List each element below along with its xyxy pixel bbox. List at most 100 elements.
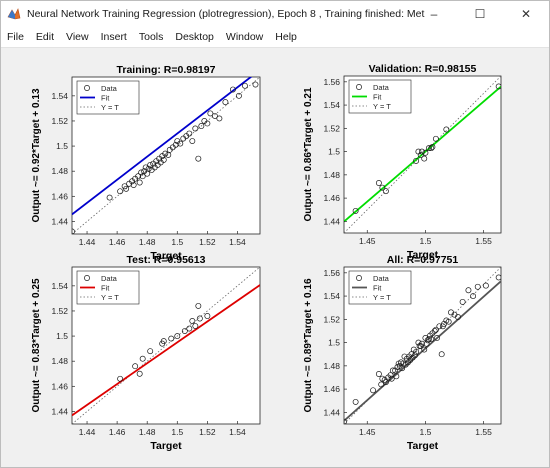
data-point	[130, 182, 137, 188]
x-tick-label: 1.52	[199, 237, 216, 247]
fit-line	[72, 284, 260, 417]
data-point	[470, 293, 477, 300]
data-point	[443, 126, 450, 133]
x-tick-label: 1.54	[229, 427, 246, 437]
data-point	[352, 207, 359, 214]
chart-panel-3: 1.44 1.46 1.48 1.5 1.52 1.54 1.44 1.46 1.48 1.5 1.…	[31, 254, 261, 452]
data-point	[455, 314, 461, 320]
data-point	[195, 155, 202, 162]
menu-insert[interactable]: Insert	[100, 31, 127, 43]
menu-file[interactable]: File	[7, 31, 24, 43]
data-point	[436, 323, 443, 330]
menu-edit[interactable]: Edit	[35, 31, 55, 43]
y-tick-label: 1.44	[51, 216, 68, 226]
x-tick-label: 1.46	[109, 237, 126, 247]
y-tick-label: 1.56	[323, 268, 340, 278]
regression-plots: 1.44 1.46 1.48 1.5 1.52 1.541.441.461.481.51.…	[31, 63, 502, 452]
data-point	[139, 355, 146, 362]
fit-line	[72, 77, 253, 216]
menu-view[interactable]: View	[66, 31, 89, 43]
x-tick-label: 1.46	[109, 427, 126, 437]
data-point	[160, 156, 167, 163]
y-tick-label: 1.52	[51, 116, 68, 126]
data-point	[145, 165, 152, 172]
data-point	[195, 302, 202, 309]
y-tick-label: 1.5	[328, 338, 340, 348]
data-point	[123, 185, 130, 192]
y-tick-label: 1.54	[323, 100, 340, 110]
x-tick-label: 1.5	[171, 427, 183, 437]
y-tick-label: 1.54	[51, 91, 68, 101]
menu-help[interactable]: Help	[275, 31, 297, 43]
x-tick-label: 1.44	[79, 237, 96, 247]
y-tick-label: 1.44	[51, 406, 68, 416]
data-point	[413, 157, 420, 164]
x-axis-label: Target	[150, 250, 182, 262]
chart-title: Test: R=0.95613	[127, 254, 206, 266]
menu-desktop[interactable]: Desktop	[175, 31, 214, 43]
y-tick-label: 1.52	[323, 314, 340, 324]
data-point	[432, 326, 439, 333]
data-point	[147, 348, 154, 355]
data-point	[352, 398, 359, 405]
data-point	[459, 298, 466, 305]
data-point	[189, 138, 196, 145]
data-point	[387, 372, 394, 379]
data-point	[425, 145, 432, 152]
data-point	[425, 336, 432, 343]
menu-bar: File Edit View Insert Tools Desktop Wind…	[1, 27, 549, 48]
data-point	[428, 336, 435, 343]
menu-tools[interactable]: Tools	[138, 31, 164, 43]
maximize-button[interactable]: ☐	[474, 7, 486, 21]
chart-panel-1: 1.44 1.46 1.48 1.5 1.52 1.54 1.44 1.46 1.48 1.5 1.…	[31, 64, 261, 262]
x-tick-label: 1.52	[199, 427, 216, 437]
data-point	[434, 334, 440, 341]
data-point	[177, 140, 184, 147]
chart-panel-4: 1.45 1.5 1.55 1.44 1.46 1.48 1.5 1.52 1.54 1.56 Al…	[303, 254, 502, 452]
data-point	[196, 315, 203, 322]
y-tick-label: 1.48	[51, 166, 68, 176]
figure-canvas: 1.44 1.46 1.48 1.5 1.52 1.54 1.44 1.46 1.48 1.5 1.…	[3, 48, 547, 465]
data-point	[174, 333, 181, 340]
data-point	[222, 99, 229, 106]
data-point	[422, 149, 429, 156]
identity-line	[72, 267, 260, 424]
data-point	[229, 86, 236, 93]
data-point	[172, 141, 179, 148]
data-point	[181, 328, 188, 335]
data-point	[424, 337, 431, 344]
data-point	[72, 228, 75, 234]
data-point	[482, 282, 489, 289]
data-point	[418, 340, 425, 347]
data-point	[235, 92, 242, 99]
menu-window[interactable]: Window	[225, 31, 264, 43]
data-point	[142, 164, 149, 171]
minimize-button[interactable]: –	[430, 7, 438, 21]
x-axis-label: Target	[407, 440, 439, 452]
data-point	[393, 373, 400, 380]
data-point	[389, 367, 396, 374]
data-point	[344, 418, 347, 424]
close-button[interactable]: ✕	[520, 7, 532, 21]
y-tick-label: 1.5	[328, 147, 340, 157]
legend-data-marker	[84, 85, 90, 91]
legend-label-fit: Fit	[101, 94, 110, 103]
data-point	[117, 375, 124, 382]
x-tick-label: 1.54	[229, 237, 246, 247]
data-point	[204, 313, 211, 319]
legend-label-identity: Y = T	[373, 293, 391, 302]
data-point	[375, 371, 382, 377]
y-tick-label: 1.46	[51, 381, 68, 391]
y-tick-label: 1.5	[56, 141, 68, 151]
legend-label-fit: Fit	[101, 284, 110, 293]
data-point	[495, 83, 501, 90]
title-bar[interactable]: Neural Network Training Regression (plot…	[1, 1, 549, 27]
chart-title: Training: R=0.98197	[117, 64, 216, 76]
data-point	[198, 123, 205, 129]
data-point	[160, 338, 167, 345]
matlab-app-icon	[7, 7, 21, 21]
y-tick-label: 1.46	[51, 191, 68, 201]
data-point	[204, 120, 211, 127]
